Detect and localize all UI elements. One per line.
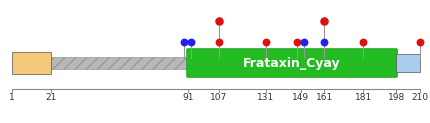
Text: 1: 1 (9, 93, 15, 102)
Text: 21: 21 (46, 93, 57, 102)
Point (321, 20, 328, 22)
Text: 181: 181 (355, 93, 372, 102)
Bar (396, 54, 420, 72)
Point (294, 41, 301, 43)
Point (215, 20, 222, 22)
Point (188, 41, 195, 43)
Text: 210: 210 (411, 93, 428, 102)
Text: 161: 161 (316, 93, 333, 102)
Point (416, 41, 423, 43)
Text: 198: 198 (388, 93, 405, 102)
Text: 149: 149 (292, 93, 310, 102)
Bar (51, 57, 187, 69)
Point (181, 41, 187, 43)
Point (262, 41, 269, 43)
Point (360, 41, 367, 43)
Text: 91: 91 (182, 93, 194, 102)
Point (215, 41, 222, 43)
Text: 131: 131 (257, 93, 274, 102)
Text: 107: 107 (210, 93, 227, 102)
Point (321, 41, 328, 43)
Text: Frataxin_Cyay: Frataxin_Cyay (243, 56, 341, 69)
Bar (12, 60, 420, 66)
Point (301, 41, 308, 43)
Bar (12, 53, 51, 74)
FancyBboxPatch shape (187, 49, 397, 77)
